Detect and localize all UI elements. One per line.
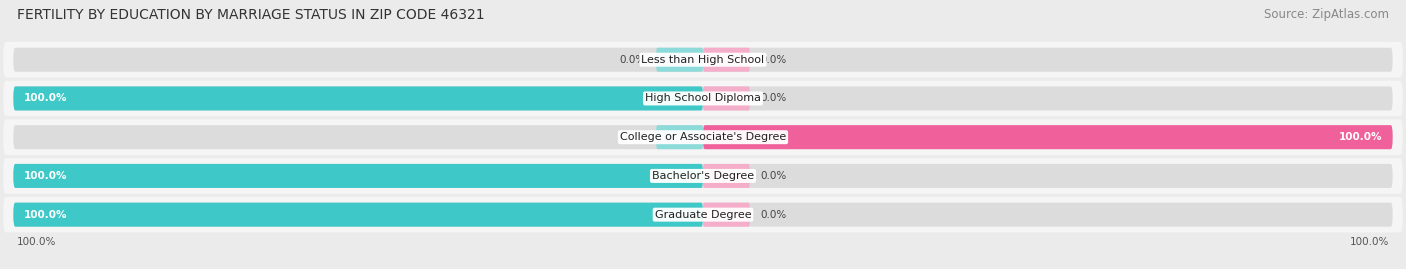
FancyBboxPatch shape [703, 203, 749, 227]
Text: 100.0%: 100.0% [24, 171, 67, 181]
FancyBboxPatch shape [14, 164, 1392, 188]
FancyBboxPatch shape [3, 119, 1403, 155]
Text: High School Diploma: High School Diploma [645, 93, 761, 104]
FancyBboxPatch shape [3, 81, 1403, 116]
Text: 100.0%: 100.0% [24, 93, 67, 104]
Text: 100.0%: 100.0% [1339, 132, 1382, 142]
FancyBboxPatch shape [14, 86, 703, 111]
Text: 100.0%: 100.0% [1350, 238, 1389, 247]
FancyBboxPatch shape [3, 197, 1403, 232]
FancyBboxPatch shape [657, 125, 703, 149]
Text: Less than High School: Less than High School [641, 55, 765, 65]
Text: 0.0%: 0.0% [620, 55, 647, 65]
FancyBboxPatch shape [14, 86, 1392, 111]
Text: 0.0%: 0.0% [620, 132, 647, 142]
Text: FERTILITY BY EDUCATION BY MARRIAGE STATUS IN ZIP CODE 46321: FERTILITY BY EDUCATION BY MARRIAGE STATU… [17, 8, 485, 22]
FancyBboxPatch shape [3, 158, 1403, 194]
FancyBboxPatch shape [703, 164, 749, 188]
FancyBboxPatch shape [703, 86, 749, 111]
FancyBboxPatch shape [703, 125, 1392, 149]
Text: 0.0%: 0.0% [759, 171, 786, 181]
Text: 0.0%: 0.0% [759, 55, 786, 65]
Text: 0.0%: 0.0% [759, 210, 786, 220]
FancyBboxPatch shape [657, 48, 703, 72]
FancyBboxPatch shape [14, 164, 703, 188]
Text: 100.0%: 100.0% [17, 238, 56, 247]
Text: 0.0%: 0.0% [759, 93, 786, 104]
FancyBboxPatch shape [703, 48, 749, 72]
Legend: Married, Unmarried: Married, Unmarried [619, 264, 787, 269]
FancyBboxPatch shape [14, 203, 703, 227]
FancyBboxPatch shape [14, 203, 1392, 227]
Text: Graduate Degree: Graduate Degree [655, 210, 751, 220]
FancyBboxPatch shape [14, 48, 1392, 72]
Text: Source: ZipAtlas.com: Source: ZipAtlas.com [1264, 8, 1389, 21]
FancyBboxPatch shape [3, 42, 1403, 77]
Text: Bachelor's Degree: Bachelor's Degree [652, 171, 754, 181]
Text: College or Associate's Degree: College or Associate's Degree [620, 132, 786, 142]
Text: 100.0%: 100.0% [24, 210, 67, 220]
FancyBboxPatch shape [14, 125, 1392, 149]
